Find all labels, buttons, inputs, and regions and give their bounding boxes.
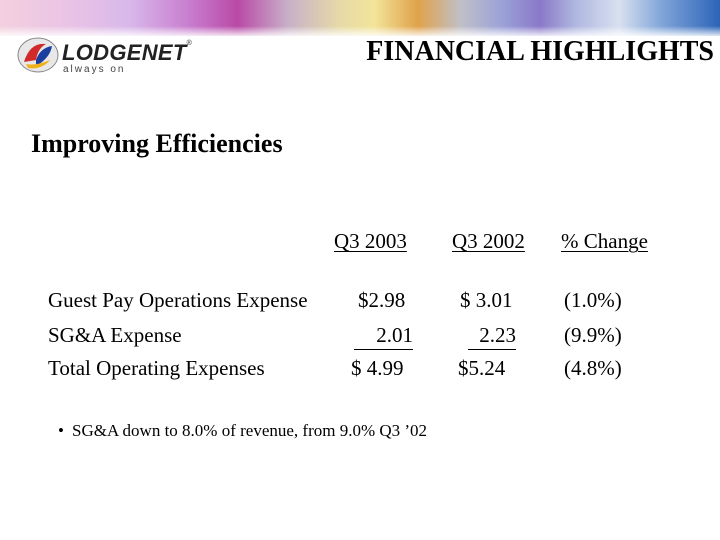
logo-wordmark: LODGENET® — [62, 40, 193, 65]
row-label-sga: SG&A Expense — [48, 323, 182, 347]
row-label-total-opex: Total Operating Expenses — [48, 356, 265, 380]
column-header-q3-2003: Q3 2003 — [334, 229, 407, 253]
row-label-guest-pay: Guest Pay Operations Expense — [48, 288, 308, 312]
logo-tagline: always on — [63, 64, 126, 75]
column-header-q3-2002: Q3 2002 — [452, 229, 525, 253]
bullet-marker: • — [58, 421, 64, 440]
bullet-text: SG&A down to 8.0% of revenue, from 9.0% … — [72, 421, 428, 440]
page-title: FINANCIAL HIGHLIGHTS — [366, 36, 714, 67]
decorative-header-band — [0, 0, 720, 36]
cell-guest-pay-q3-2003: $2.98 — [358, 288, 406, 312]
lodgenet-logo-icon — [17, 37, 59, 73]
section-heading: Improving Efficiencies — [31, 129, 283, 158]
cell-total-opex-q3-2002: $5.24 — [458, 356, 506, 380]
cell-total-opex-change: (4.8%) — [564, 356, 622, 380]
company-logo: LODGENET® always on — [16, 36, 192, 80]
bullet-item: • SG&A down to 8.0% of revenue, from 9.0%… — [58, 421, 427, 441]
cell-sga-q3-2002: 2.23 — [468, 323, 516, 350]
cell-guest-pay-q3-2002: $ 3.01 — [460, 288, 513, 312]
cell-sga-change: (9.9%) — [564, 323, 622, 347]
cell-sga-q3-2003: 2.01 — [354, 323, 413, 350]
cell-guest-pay-change: (1.0%) — [564, 288, 622, 312]
cell-total-opex-q3-2003: $ 4.99 — [351, 356, 404, 380]
column-header-pct-change: % Change — [561, 229, 648, 253]
